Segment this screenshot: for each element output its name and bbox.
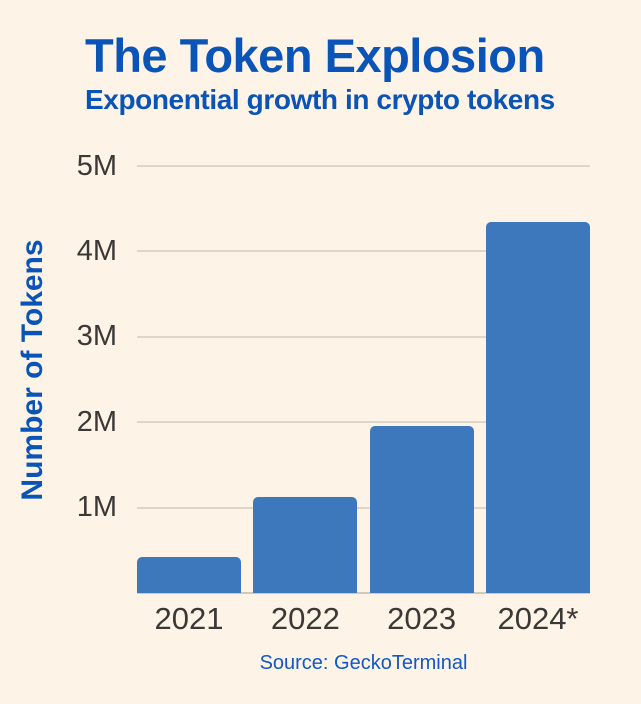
- bar-2023: [369, 425, 474, 593]
- y-tick-1m: 1M: [76, 491, 117, 523]
- gridline-3m: [137, 335, 590, 338]
- bar-2022: [253, 496, 358, 593]
- gridline-2m: [137, 421, 590, 424]
- bar-2024: [485, 222, 590, 593]
- y-tick-4m: 4M: [76, 235, 117, 267]
- x-axis-labels: 2021 2022 2023 2024*: [137, 601, 590, 637]
- plot-area: [137, 165, 590, 594]
- x-axis-line: [137, 592, 590, 594]
- x-label-2022: 2022: [270, 601, 340, 636]
- source-attribution: Source: GeckoTerminal: [259, 652, 468, 674]
- bars-row: [137, 166, 590, 593]
- y-tick-2m: 2M: [76, 406, 117, 438]
- page-title: The Token Explosion: [85, 29, 545, 82]
- x-label-2023: 2023: [387, 601, 457, 636]
- y-tick-5m: 5M: [76, 150, 117, 182]
- y-axis-title: Number of Tokens: [16, 239, 49, 501]
- gridline-5m: [137, 165, 590, 167]
- gridline-4m: [137, 250, 590, 253]
- x-label-2021: 2021: [154, 601, 224, 636]
- y-tick-3m: 3M: [76, 320, 117, 352]
- page-subtitle: Exponential growth in crypto tokens: [85, 84, 555, 115]
- gridline-1m: [137, 506, 590, 509]
- bar-2021: [137, 557, 241, 593]
- x-label-2024: 2024*: [497, 601, 579, 636]
